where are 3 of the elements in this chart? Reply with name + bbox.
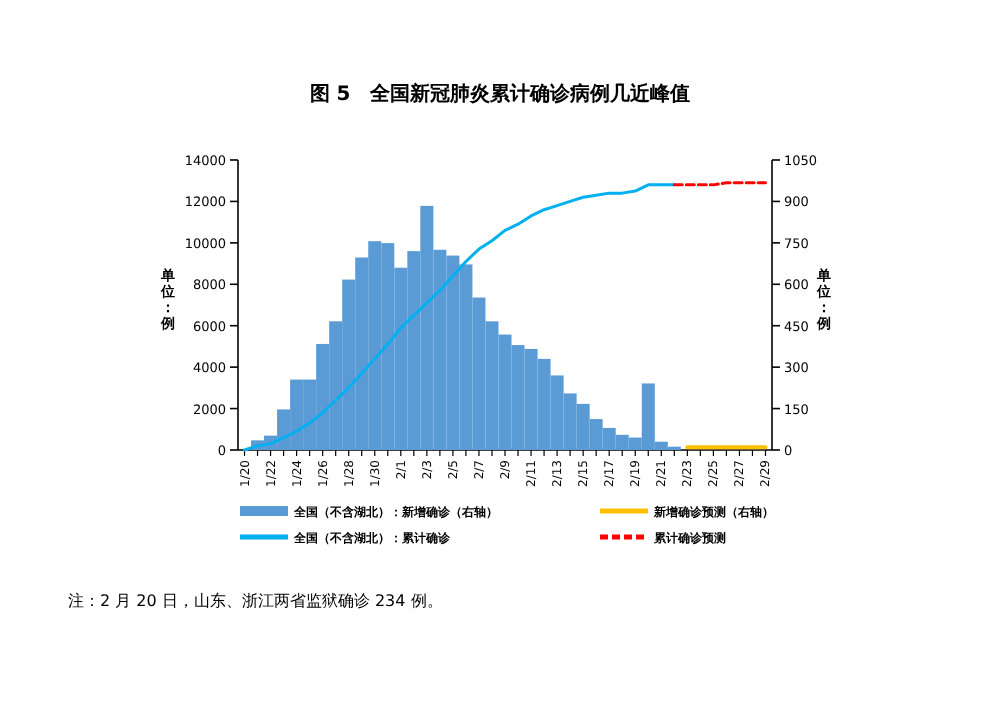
text: 注：2 月 20 日，山东、浙江两省监狱确诊 234 例。 xyxy=(68,592,443,610)
line-series xyxy=(243,183,676,452)
chart-title: 图 5 全国新冠肺炎累计确诊病例几近峰值 xyxy=(309,82,691,106)
